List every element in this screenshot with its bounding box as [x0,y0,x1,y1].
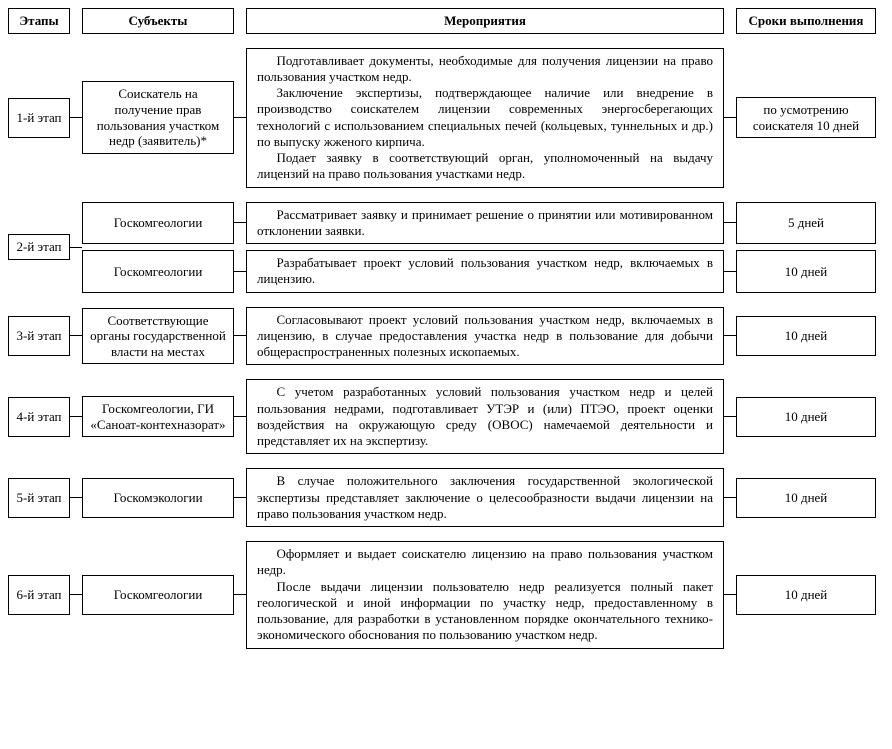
stage-row: 1-й этап Соискатель на получение прав пол… [8,48,884,188]
activity-box: Рассматривает заявку и принимает решение… [246,202,724,245]
activity-box: Согласовывают проект условий пользования… [246,307,724,366]
duration-box: по усмотрению соискателя 10 дней [736,97,876,138]
subject-box: Госкомгеологии [82,202,234,245]
header-duration: Сроки выполнения [736,8,876,34]
activity-paragraph: С учетом разработанных условий пользован… [257,384,713,449]
subject-box: Соискатель на получение прав пользования… [82,81,234,153]
stage-row: 6-й этап Госкомгеологии Оформляет и выдает… [8,541,884,649]
header-subject: Субъекты [82,8,234,34]
subject-box: Госкомэкологии [82,478,234,518]
duration-box: 10 дней [736,575,876,615]
activity-box: В случае положительного заключения госуд… [246,468,724,527]
stage-row: 4-й этап Госкомгеологии, ГИ «Саноат-конте… [8,379,884,454]
activity-box: Подготавливает документы, необходимые дл… [246,48,724,188]
subject-box: Госкомгеологии, ГИ «Саноат-контехназорат… [82,396,234,437]
stage-row: 2-й этап Госкомгеологии Рассматривает заяв… [8,202,884,293]
activity-box: Разрабатывает проект условий пользования… [246,250,724,293]
activity-paragraph: Рассматривает заявку и принимает решение… [257,207,713,240]
duration-box: 10 дней [736,478,876,518]
activity-box: Оформляет и выдает соискателю лицензию н… [246,541,724,649]
stage-row: 3-й этап Соответствующие органы государст… [8,307,884,366]
stage-label: 6-й этап [8,575,70,615]
stage-label: 3-й этап [8,316,70,356]
subject-box: Соответствующие органы государственной в… [82,308,234,365]
subject-box: Госкомгеологии [82,575,234,615]
activity-paragraph: После выдачи лицензии пользователю недр … [257,579,713,644]
stage-label: 2-й этап [8,234,70,260]
header-stage: Этапы [8,8,70,34]
duration-box: 10 дней [736,250,876,293]
stage-row: 5-й этап Госкомэкологии В случае положител… [8,468,884,527]
stage-label: 5-й этап [8,478,70,518]
stage-label: 1-й этап [8,98,70,138]
subject-box: Госкомгеологии [82,250,234,293]
duration-box: 5 дней [736,202,876,245]
activity-paragraph: Заключение экспертизы, подтверждающее на… [257,85,713,150]
activity-paragraph: Разрабатывает проект условий пользования… [257,255,713,288]
sub-row: Госкомгеологии Разрабатывает проект услов… [82,250,876,293]
activity-paragraph: Оформляет и выдает соискателю лицензию н… [257,546,713,579]
stage-label: 4-й этап [8,397,70,437]
header-activity: Мероприятия [246,8,724,34]
activity-paragraph: Подает заявку в соответствующий орган, у… [257,150,713,183]
sub-row: Госкомгеологии Рассматривает заявку и при… [82,202,876,245]
activity-paragraph: Согласовывают проект условий пользования… [257,312,713,361]
activity-paragraph: В случае положительного заключения госуд… [257,473,713,522]
activity-box: С учетом разработанных условий пользован… [246,379,724,454]
duration-box: 10 дней [736,316,876,356]
duration-box: 10 дней [736,397,876,437]
activity-paragraph: Подготавливает документы, необходимые дл… [257,53,713,86]
